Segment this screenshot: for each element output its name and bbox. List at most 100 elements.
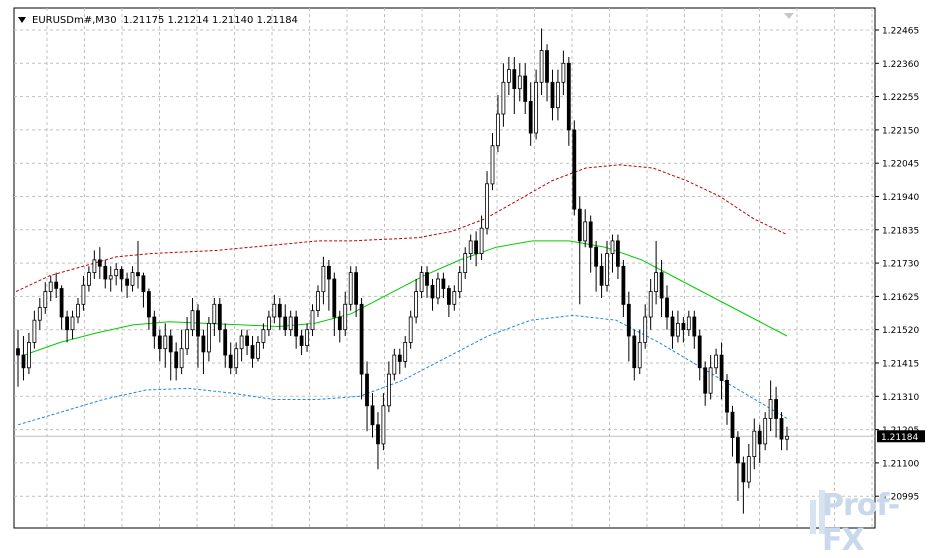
- candle: [250, 345, 255, 359]
- candle: [556, 81, 560, 109]
- candle: [348, 272, 353, 305]
- candle: [21, 354, 26, 369]
- candle: [261, 329, 266, 343]
- candle: [370, 405, 375, 426]
- candle: [125, 278, 129, 286]
- candle: [114, 268, 119, 277]
- y-axis-tick-label: 1.21310: [882, 393, 919, 403]
- candle: [441, 278, 446, 289]
- candle: [605, 253, 609, 286]
- candle: [310, 310, 315, 331]
- plot-area: [13, 7, 876, 529]
- candle: [305, 329, 310, 347]
- candle: [768, 399, 773, 419]
- candle: [539, 50, 544, 83]
- candle: [288, 316, 293, 331]
- candle: [637, 341, 642, 369]
- candle: [190, 310, 195, 331]
- candle: [108, 275, 113, 280]
- candle: [594, 246, 598, 267]
- candle: [48, 281, 53, 293]
- candle: [397, 354, 402, 362]
- y-axis-tick-label: 1.21625: [882, 293, 919, 303]
- candle: [479, 227, 484, 254]
- candle: [632, 335, 637, 369]
- candle: [163, 335, 168, 350]
- candle: [223, 329, 228, 356]
- candle: [266, 316, 271, 331]
- candle: [746, 456, 751, 483]
- candle: [321, 265, 326, 293]
- symbol-label: EURUSDm#,M30: [32, 15, 117, 26]
- candle: [506, 69, 511, 83]
- candle: [277, 303, 282, 318]
- current-price-tag: [877, 430, 925, 443]
- candle: [294, 316, 299, 337]
- candle: [654, 272, 658, 293]
- candle: [326, 265, 331, 280]
- candle: [495, 113, 500, 147]
- candle: [436, 278, 440, 299]
- middle-band-line: [23, 240, 788, 356]
- ohlc-values: 1.21175 1.21214 1.21140 1.21184: [122, 15, 298, 26]
- candle: [206, 322, 211, 353]
- candle: [179, 348, 184, 369]
- candle: [616, 240, 620, 267]
- candle: [185, 329, 190, 350]
- symbol-header: EURUSDm#,M30 1.21175 1.21214 1.21140 1.2…: [18, 15, 298, 26]
- candle: [485, 183, 489, 229]
- candle: [714, 354, 718, 369]
- candle: [146, 291, 151, 318]
- watermark-text: Prof-FX: [822, 488, 900, 558]
- candle: [610, 240, 615, 254]
- candle: [577, 208, 582, 242]
- candle: [523, 75, 528, 102]
- y-axis-tick-label: 1.21415: [882, 360, 919, 370]
- candle: [81, 284, 86, 305]
- candle: [708, 367, 713, 394]
- chart-shift-marker-icon: [784, 13, 794, 19]
- y-axis-tick-label: 1.21835: [882, 226, 919, 236]
- y-axis-tick-label: 1.22150: [882, 126, 919, 136]
- y-axis-tick-label: 1.22045: [882, 160, 919, 170]
- candle: [681, 322, 686, 331]
- candle: [234, 348, 239, 369]
- candle: [550, 81, 555, 109]
- candle: [457, 272, 462, 293]
- candle: [354, 272, 359, 305]
- candle: [501, 81, 506, 115]
- chevron-down-icon[interactable]: [18, 17, 26, 23]
- candlestick-chart[interactable]: 1.22465 1.22360 1.22255 1.22150 1.22045 1.219…: [0, 0, 935, 538]
- y-axis-tick-label: 1.21520: [882, 326, 919, 336]
- candle: [774, 399, 778, 419]
- candle: [725, 379, 729, 413]
- candle: [763, 418, 768, 445]
- candle: [757, 430, 762, 445]
- y-axis-tick-label: 1.21940: [882, 193, 919, 203]
- candle: [386, 373, 391, 407]
- candle: [785, 435, 789, 440]
- candle: [517, 75, 522, 90]
- candle: [425, 272, 429, 286]
- candle: [87, 272, 91, 286]
- candle: [512, 69, 517, 89]
- candle: [157, 335, 162, 350]
- candle: [414, 291, 419, 318]
- candle: [32, 319, 37, 343]
- candle: [376, 424, 380, 445]
- candle: [779, 418, 784, 440]
- candle: [670, 316, 675, 337]
- candle: [70, 316, 75, 331]
- candle: [359, 303, 364, 375]
- candle: [65, 316, 69, 331]
- candle: [26, 341, 31, 369]
- prof-fx-logo: Prof-FX: [806, 486, 934, 558]
- candle: [256, 341, 260, 359]
- lower-band-line: [17, 314, 788, 426]
- candle: [16, 348, 20, 356]
- y-axis-tick-label: 1.22255: [882, 93, 919, 103]
- candle: [719, 354, 724, 381]
- candle: [626, 303, 631, 337]
- candle: [119, 268, 124, 280]
